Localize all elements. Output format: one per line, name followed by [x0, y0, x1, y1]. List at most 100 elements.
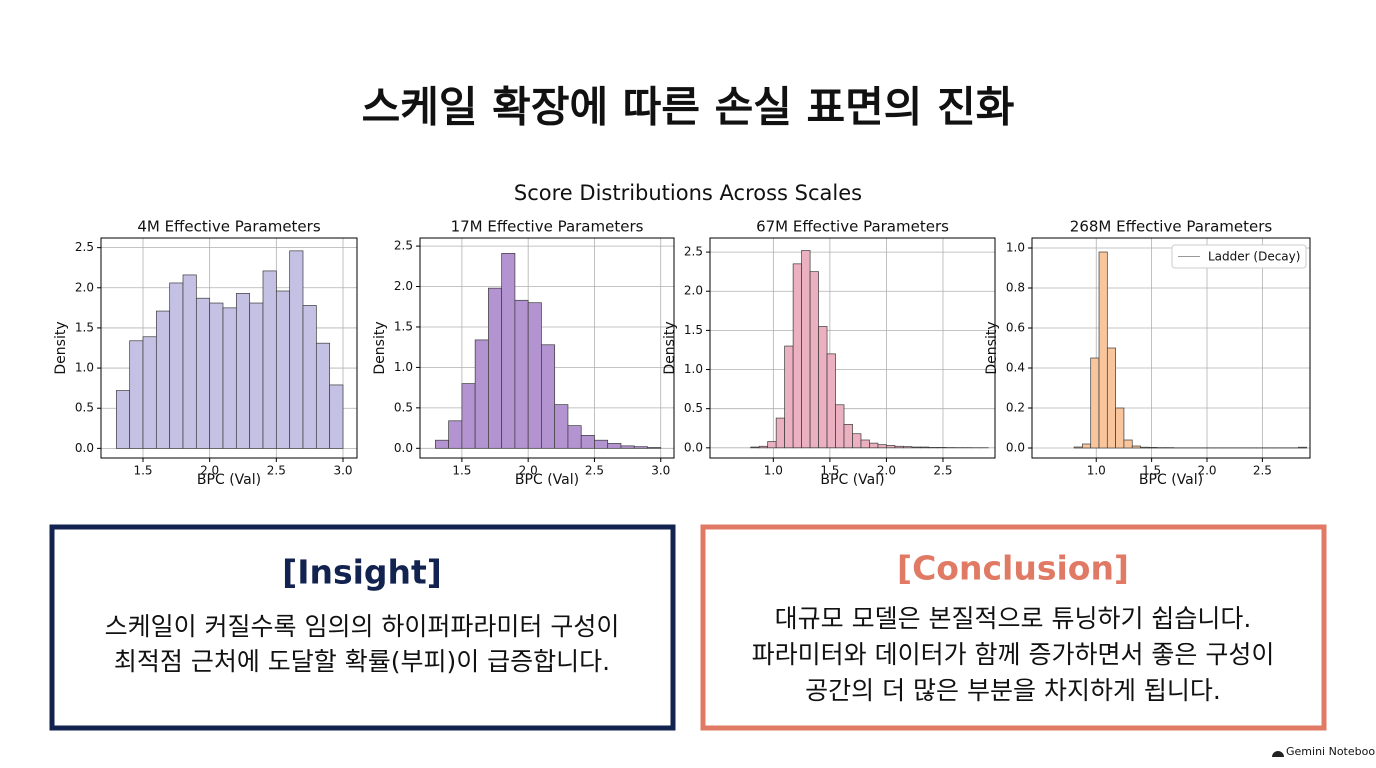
histogram-bar	[554, 404, 569, 449]
histogram-bar	[809, 271, 819, 449]
x-axis-label: BPC (Val)	[1139, 472, 1203, 488]
y-tick-label: 0.0	[1006, 441, 1025, 455]
insight-heading: [Insight]	[282, 553, 442, 592]
histogram-bar	[775, 417, 785, 449]
plot-frame	[419, 237, 675, 459]
histogram-bar	[801, 250, 811, 449]
histogram-bar	[514, 299, 529, 449]
histogram-bar	[758, 445, 769, 449]
histogram-bar	[1106, 347, 1116, 449]
plot-frame	[1031, 237, 1311, 459]
histogram-bar	[182, 274, 197, 449]
histogram-bar	[1140, 446, 1150, 449]
y-tick-label: 0.6	[1006, 321, 1025, 335]
figure-title: Score Distributions Across Scales	[514, 181, 862, 205]
histogram-bar	[474, 339, 489, 449]
x-tick-label: 2.0	[1197, 464, 1216, 478]
conclusion-line: 파라미터와 데이터가 함께 증가하면서 좋은 구성이	[752, 640, 1275, 669]
insight-box	[49, 524, 676, 731]
y-tick-label: 2.5	[394, 239, 413, 253]
x-tick-label: 1.5	[1142, 464, 1161, 478]
histogram-bar	[750, 446, 760, 449]
histogram-bar	[315, 342, 331, 449]
histogram-bar	[818, 326, 828, 449]
histogram-bar	[607, 443, 622, 449]
y-tick-label: 1.0	[394, 360, 413, 374]
legend-label: Ladder (Decay)	[1208, 250, 1300, 264]
legend-box	[1171, 244, 1307, 269]
histogram-bar	[580, 435, 595, 449]
histogram-bar	[877, 444, 887, 449]
subplot-title: 17M Effective Parameters	[451, 218, 644, 236]
x-tick-label: 1.5	[133, 464, 152, 478]
y-axis-label: Density	[662, 321, 678, 374]
histogram-bar	[843, 423, 853, 449]
y-tick-label: 1.0	[1006, 241, 1025, 255]
x-tick-label: 2.0	[200, 464, 219, 478]
x-axis-label: BPC (Val)	[197, 472, 261, 488]
y-tick-label: 0.0	[394, 441, 413, 455]
plot-frame	[709, 237, 996, 459]
y-tick-label: 2.5	[684, 245, 703, 259]
y-tick-label: 0.5	[394, 400, 413, 414]
histogram-bar	[302, 305, 317, 449]
histogram-bar	[262, 270, 277, 449]
y-tick-label: 0.2	[1006, 401, 1025, 415]
conclusion-line: 대규모 모델은 본질적으로 튜닝하기 쉽습니다.	[775, 604, 1252, 633]
y-axis-label: Density	[53, 321, 69, 374]
conclusion-heading: [Conclusion]	[897, 549, 1129, 588]
histogram-bar	[115, 390, 131, 449]
histogram-bar	[835, 404, 845, 449]
y-tick-label: 2.0	[394, 279, 413, 293]
histogram-bar	[155, 310, 171, 449]
y-tick-label: 0.5	[684, 401, 703, 415]
histogram-bar	[647, 447, 662, 449]
histogram-bar	[501, 253, 516, 449]
histogram-bar	[129, 340, 144, 449]
histogram-bar	[633, 446, 648, 449]
insight-line: 스케일이 커질수록 임의의 하이퍼파라미터 구성이	[105, 612, 620, 641]
histogram-bar	[1148, 447, 1158, 449]
histogram-bar	[488, 287, 503, 449]
histogram-bar	[767, 441, 777, 449]
x-tick-label: 2.0	[877, 464, 896, 478]
histogram-bar	[826, 353, 836, 449]
histogram-bar	[784, 345, 794, 449]
plot-frame	[100, 237, 358, 459]
y-tick-label: 2.0	[75, 280, 94, 294]
y-tick-label: 1.5	[75, 320, 94, 334]
histogram-bar	[792, 263, 802, 449]
subplot-title: 67M Effective Parameters	[756, 218, 949, 236]
histogram-bar	[1098, 251, 1108, 449]
histogram-bar	[886, 445, 896, 449]
y-tick-label: 0.0	[684, 440, 703, 454]
x-tick-label: 1.0	[764, 464, 783, 478]
x-tick-label: 2.5	[585, 464, 604, 478]
histogram-bar	[903, 446, 913, 449]
y-axis-label: Density	[372, 321, 388, 374]
histogram-bar	[289, 250, 304, 449]
y-tick-label: 1.5	[684, 323, 703, 337]
y-tick-label: 0.5	[75, 401, 94, 415]
histogram-bar	[461, 383, 476, 449]
histogram-bar	[852, 433, 862, 449]
histogram-bar	[594, 439, 609, 449]
slide-title: 스케일 확장에 따른 손실 표면의 진화	[362, 83, 1015, 132]
x-axis-label: BPC (Val)	[820, 472, 884, 488]
histogram-bar	[448, 420, 463, 449]
histogram-bar	[142, 336, 157, 449]
histogram-bar	[869, 442, 879, 449]
y-tick-label: 2.5	[75, 240, 94, 254]
histogram-bar	[1298, 446, 1308, 449]
y-tick-label: 0.0	[75, 441, 94, 455]
footer: Gemini Notebook	[1286, 745, 1376, 758]
histogram-bar	[620, 445, 635, 449]
histogram-bar	[1123, 439, 1133, 449]
insight-line: 최적점 근처에 도달할 확률(부피)이 급증합니다.	[114, 647, 610, 676]
x-tick-label: 3.0	[651, 464, 670, 478]
histogram-bar	[329, 384, 344, 449]
y-tick-label: 2.0	[684, 284, 703, 298]
conclusion-box	[700, 524, 1327, 731]
x-tick-label: 2.5	[933, 464, 952, 478]
x-tick-label: 3.0	[333, 464, 352, 478]
